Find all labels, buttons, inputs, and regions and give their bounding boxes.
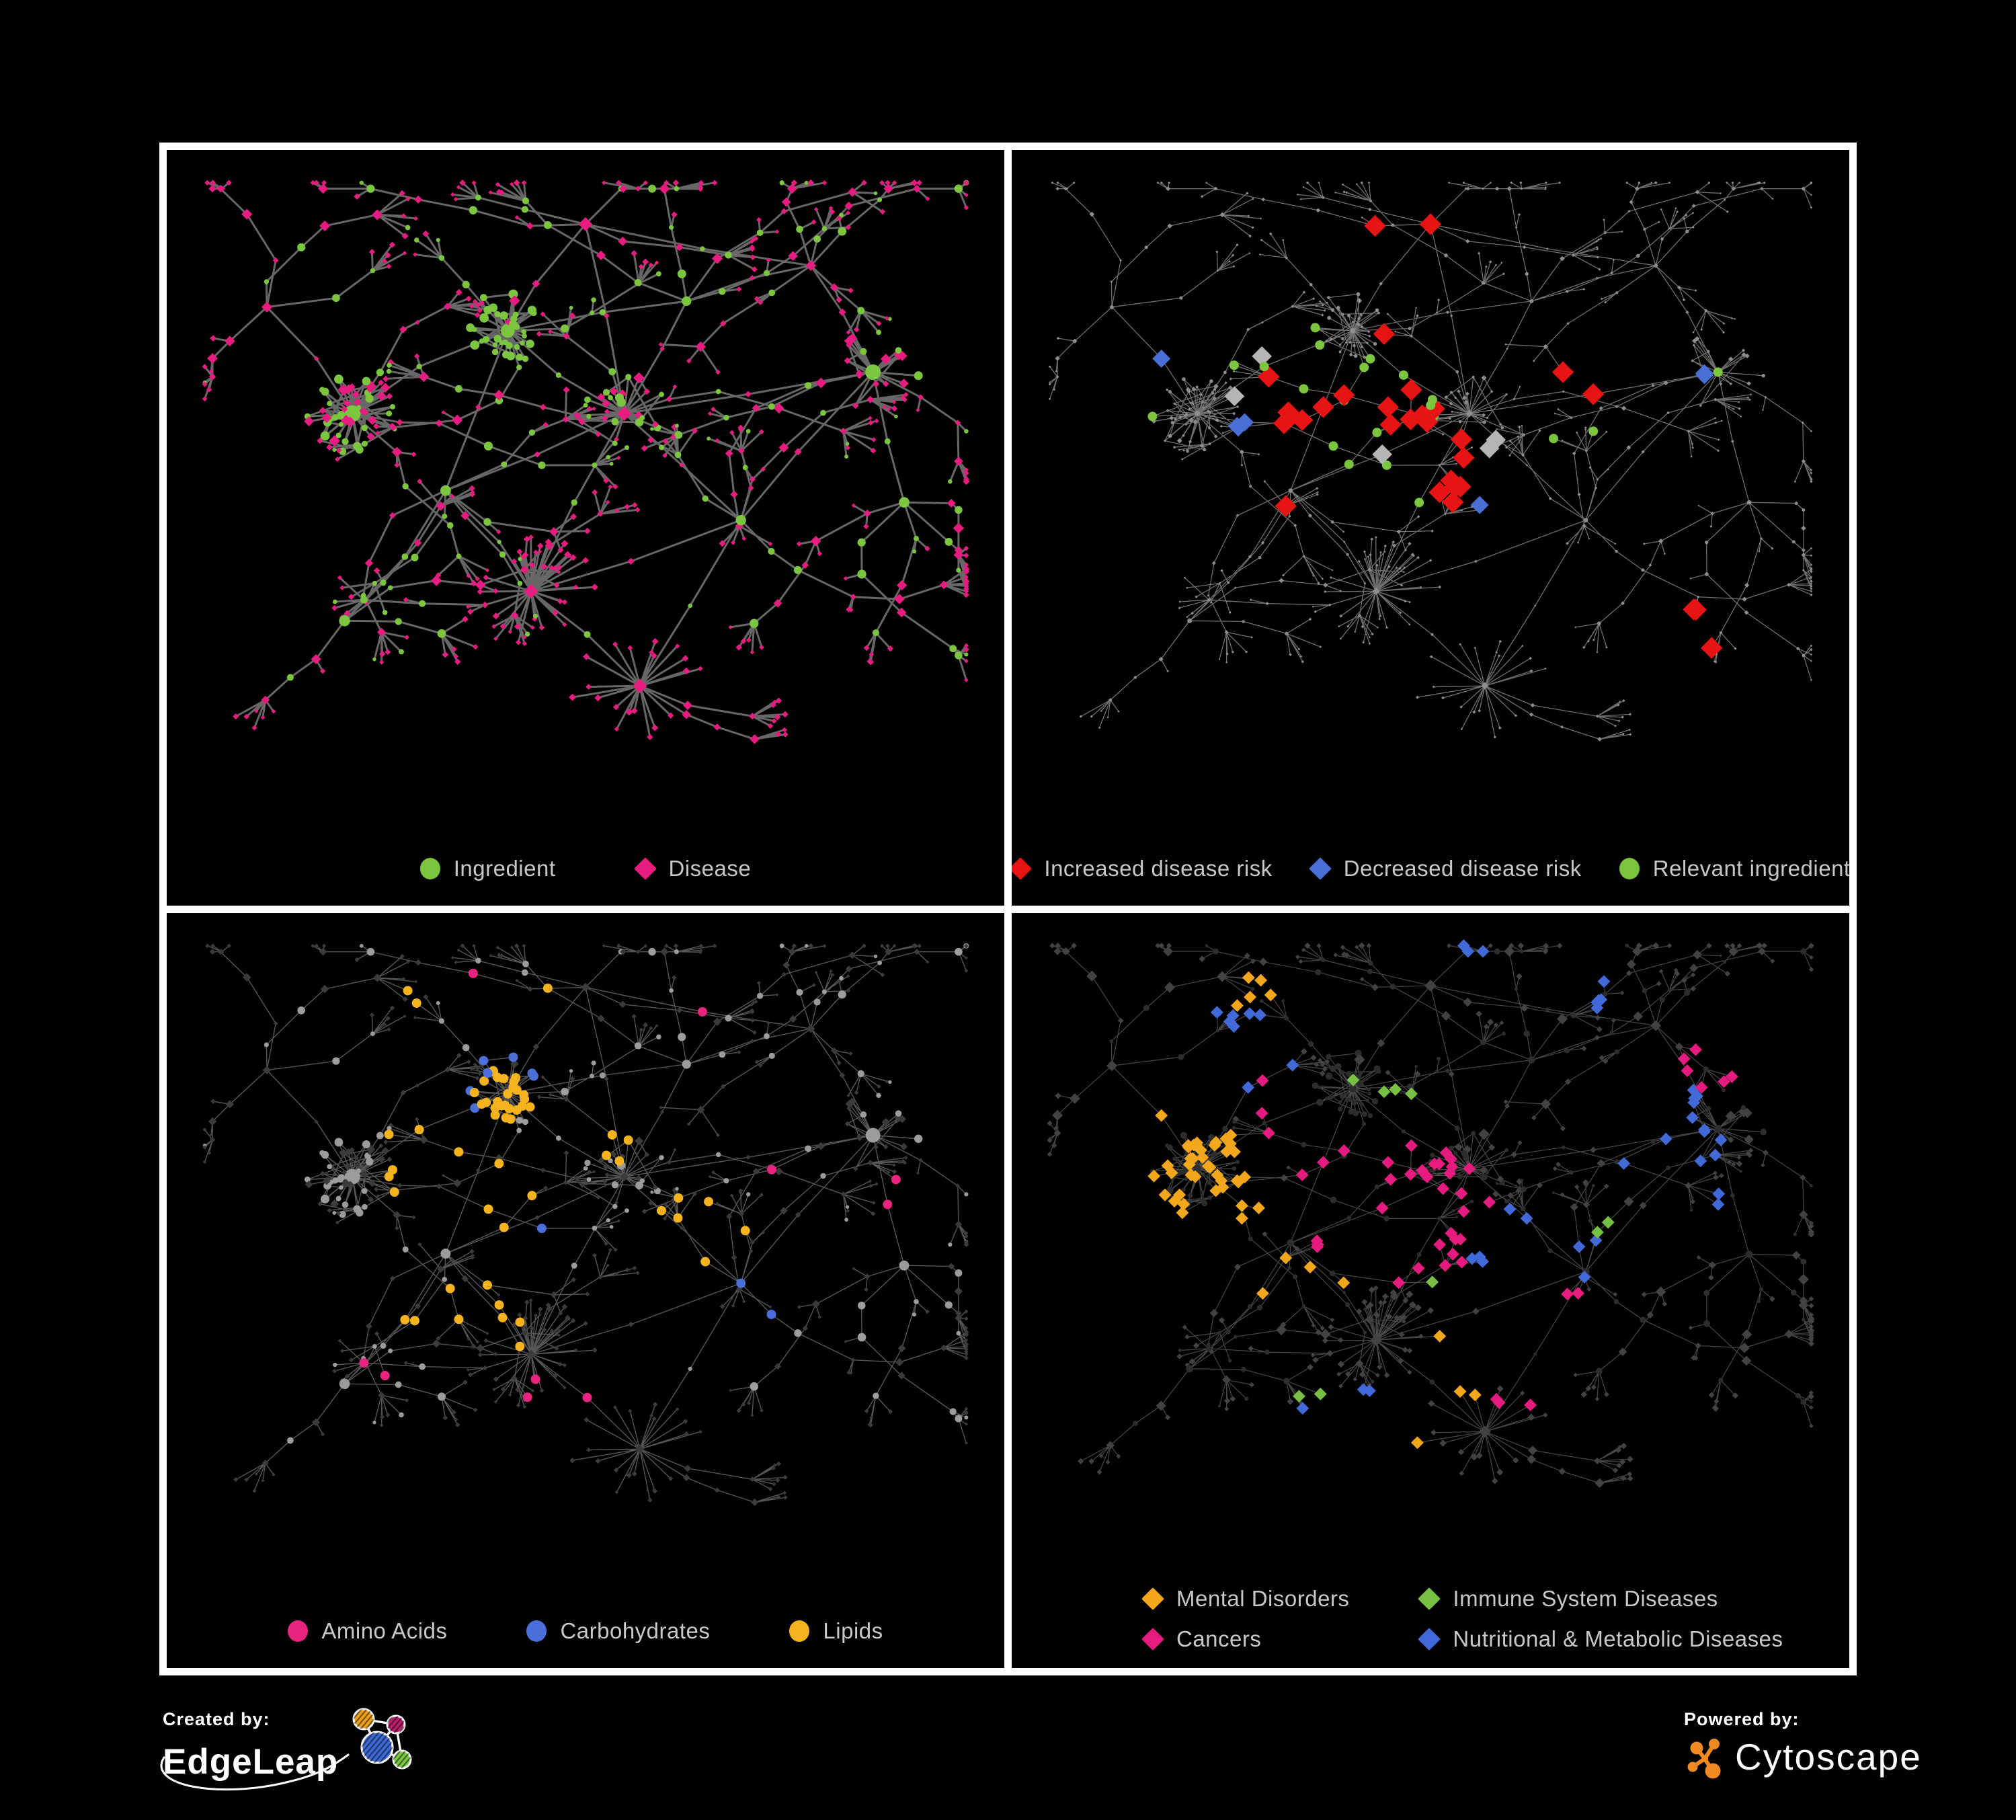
legend-item: Decreased disease risk [1308,855,1582,881]
panel-grid: Ingredient Disease Increased disease ris… [159,143,1857,1675]
legend-item: Mental Disorders [1141,1586,1350,1612]
legend-item: Relevant ingredient [1619,856,1849,881]
legend-item: Disease [633,855,752,881]
cytoscape-logo-icon [1687,1739,1721,1779]
carbohydrates-marker-icon [526,1620,547,1642]
legend-ingredient-classes: Amino Acids Carbohydrates Lipids [167,1618,1004,1644]
cancers-marker-icon [1141,1628,1164,1651]
panel-disease-risk: Increased disease risk Decreased disease… [1012,150,1849,906]
immune-diseases-marker-icon [1418,1587,1441,1610]
legend-label: Relevant ingredient [1652,855,1849,881]
network-disease-risk [1048,181,1813,742]
cytoscape-credit: Powered by: Cytoscape [1684,1709,1922,1781]
legend-disease-risk: Increased disease risk Decreased disease… [1012,856,1849,881]
mental-disorders-marker-icon [1141,1587,1164,1610]
relevant-ingredient-marker-icon [1619,857,1640,879]
decreased-risk-marker-icon [1308,857,1332,880]
network-ingredient-disease [202,179,970,744]
legend-label: Lipids [823,1618,883,1643]
edgeleap-logo: EdgeLeap [160,1708,421,1791]
edgeleap-logo-icon [352,1708,412,1770]
disease-marker-icon [633,857,657,880]
cytoscape-wordmark: Cytoscape [1735,1735,1922,1778]
panel-ingredient-disease: Ingredient Disease [167,150,1004,906]
legend-label: Increased disease risk [1044,855,1273,881]
ingredient-marker-icon [419,857,440,879]
edgeleap-wordmark: EdgeLeap [163,1741,339,1782]
powered-by-label: Powered by: [1684,1709,1800,1729]
legend-item: Carbohydrates [526,1618,710,1644]
legend-item: Cancers [1141,1626,1349,1652]
legend-item: Nutritional & Metabolic Diseases [1418,1626,1783,1652]
legend-item: Lipids [789,1618,883,1644]
legend-disease-classes: Mental Disorders Immune System Diseases … [1141,1586,1783,1652]
edgeleap-credit: Created by: EdgeLeap [160,1708,421,1791]
legend-label: Immune System Diseases [1453,1586,1718,1611]
created-by-label: Created by: [163,1709,270,1729]
legend-label: Mental Disorders [1176,1586,1350,1611]
amino-acids-marker-icon [288,1620,309,1642]
network-disease-classes [1047,939,1815,1488]
legend-label: Disease [668,855,752,881]
network-ingredient-classes [202,943,969,1506]
lipids-marker-icon [789,1620,810,1642]
legend-item: Ingredient [419,855,556,881]
legend-label: Cancers [1176,1626,1262,1651]
legend-item: Increased disease risk [1012,856,1273,881]
panel-ingredient-classes: Amino Acids Carbohydrates Lipids [167,912,1004,1668]
cytoscape-logo: Cytoscape [1684,1733,1922,1781]
nutritional-metabolic-marker-icon [1418,1628,1441,1651]
legend-label: Carbohydrates [560,1618,711,1643]
legend-item: Amino Acids [288,1618,447,1644]
increased-risk-marker-icon [1012,857,1033,880]
legend-label: Decreased disease risk [1343,855,1582,881]
legend-label: Ingredient [453,855,556,881]
legend-item: Immune System Diseases [1418,1586,1783,1612]
legend-label: Nutritional & Metabolic Diseases [1453,1626,1783,1651]
legend-label: Amino Acids [321,1618,448,1643]
legend-ingredient-disease: Ingredient Disease [167,856,1004,881]
panel-disease-classes: Mental Disorders Immune System Diseases … [1012,912,1849,1668]
